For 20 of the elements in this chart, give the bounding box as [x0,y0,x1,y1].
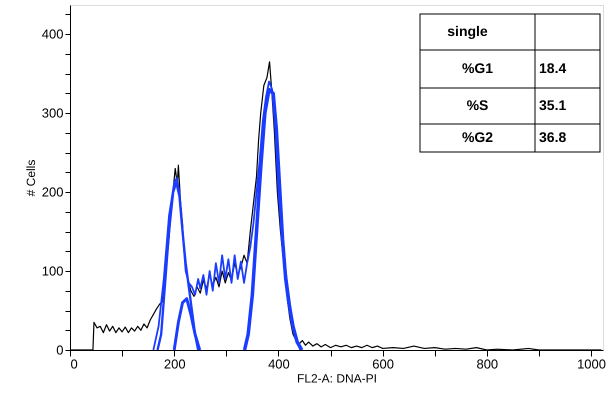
y-tick-label: 100 [42,264,64,279]
x-tick-label: 600 [372,356,394,372]
x-tick-label: 200 [164,356,186,372]
annotation: 36.8 [539,129,566,145]
y-tick-label: 0 [56,342,64,358]
y-axis-title: # Cells [24,160,38,196]
annotation: %G1 [462,60,494,76]
x-tick-label: 0 [70,356,78,372]
y-tick-label: 300 [42,106,64,121]
annotation: %S [466,97,488,113]
annotation: 35.1 [539,97,566,113]
y-tick-label: 200 [42,184,64,200]
x-tick-label: 400 [268,356,290,372]
annotation: %G2 [462,129,494,145]
x-axis-title: FL2-A: DNA-PI [296,372,378,386]
annotation: 18.4 [539,60,566,76]
x-tick-label: 800 [476,356,498,372]
annotation: single [447,23,488,39]
y-tick-label: 400 [42,26,64,42]
x-tick-label: 1000 [577,356,606,372]
